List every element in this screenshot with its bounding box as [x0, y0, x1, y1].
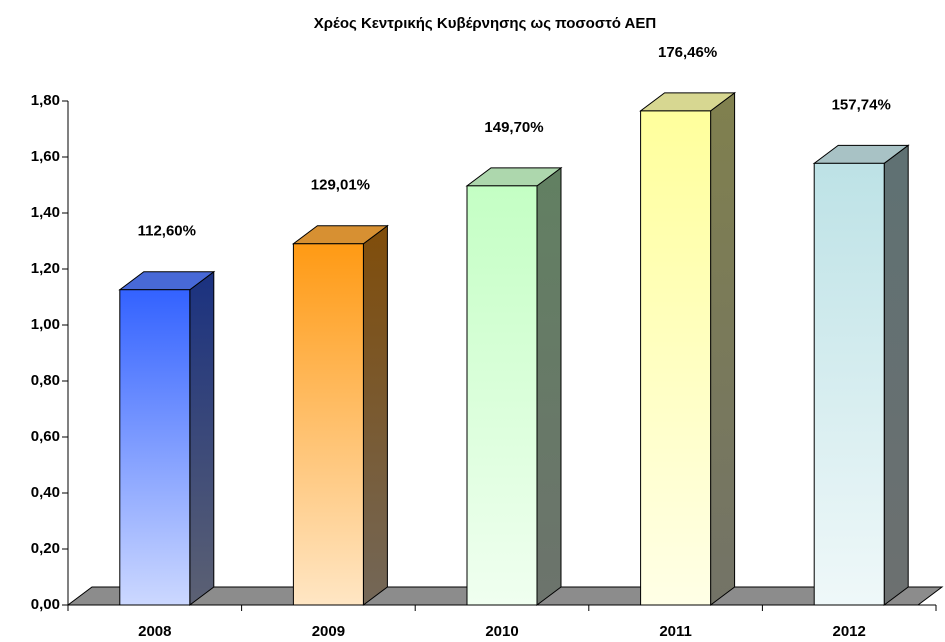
value-label: 176,46% — [658, 44, 717, 61]
y-tick-label: 1,00 — [31, 316, 60, 333]
y-tick-label: 0,80 — [31, 372, 60, 389]
y-tick-label: 0,00 — [31, 596, 60, 613]
bar — [812, 144, 910, 606]
chart-title: Χρέος Κεντρικής Κυβέρνησης ως ποσοστό ΑΕ… — [314, 15, 656, 32]
value-label: 112,60% — [138, 223, 196, 240]
bar-side — [189, 270, 215, 606]
y-tick-label: 0,20 — [31, 540, 60, 557]
bar-front — [813, 162, 885, 606]
y-tick-label: 0,40 — [31, 484, 60, 501]
x-tick-label: 2011 — [659, 623, 692, 640]
x-tick-label: 2010 — [485, 623, 518, 640]
y-tick-label: 1,80 — [31, 92, 60, 109]
bar — [639, 91, 737, 606]
x-tick-label: 2008 — [138, 623, 171, 640]
bar — [465, 166, 563, 606]
bar-front — [640, 110, 712, 606]
bar-side — [710, 91, 736, 606]
bar-front — [292, 243, 364, 606]
bar-front — [466, 185, 538, 606]
y-tick-label: 1,60 — [31, 148, 60, 165]
x-tick-label: 2012 — [833, 623, 866, 640]
bar-front — [119, 289, 191, 606]
value-label: 129,01% — [311, 177, 370, 194]
bar-side — [883, 144, 909, 606]
bar-side — [536, 166, 562, 606]
bar-side — [362, 224, 388, 606]
value-label: 157,74% — [832, 96, 891, 113]
x-tick-label: 2009 — [312, 623, 345, 640]
value-label: 149,70% — [484, 119, 543, 136]
y-tick-label: 0,60 — [31, 428, 60, 445]
bar — [118, 270, 216, 606]
bar — [291, 224, 389, 606]
y-tick-label: 1,40 — [31, 204, 60, 221]
y-tick-label: 1,20 — [31, 260, 60, 277]
